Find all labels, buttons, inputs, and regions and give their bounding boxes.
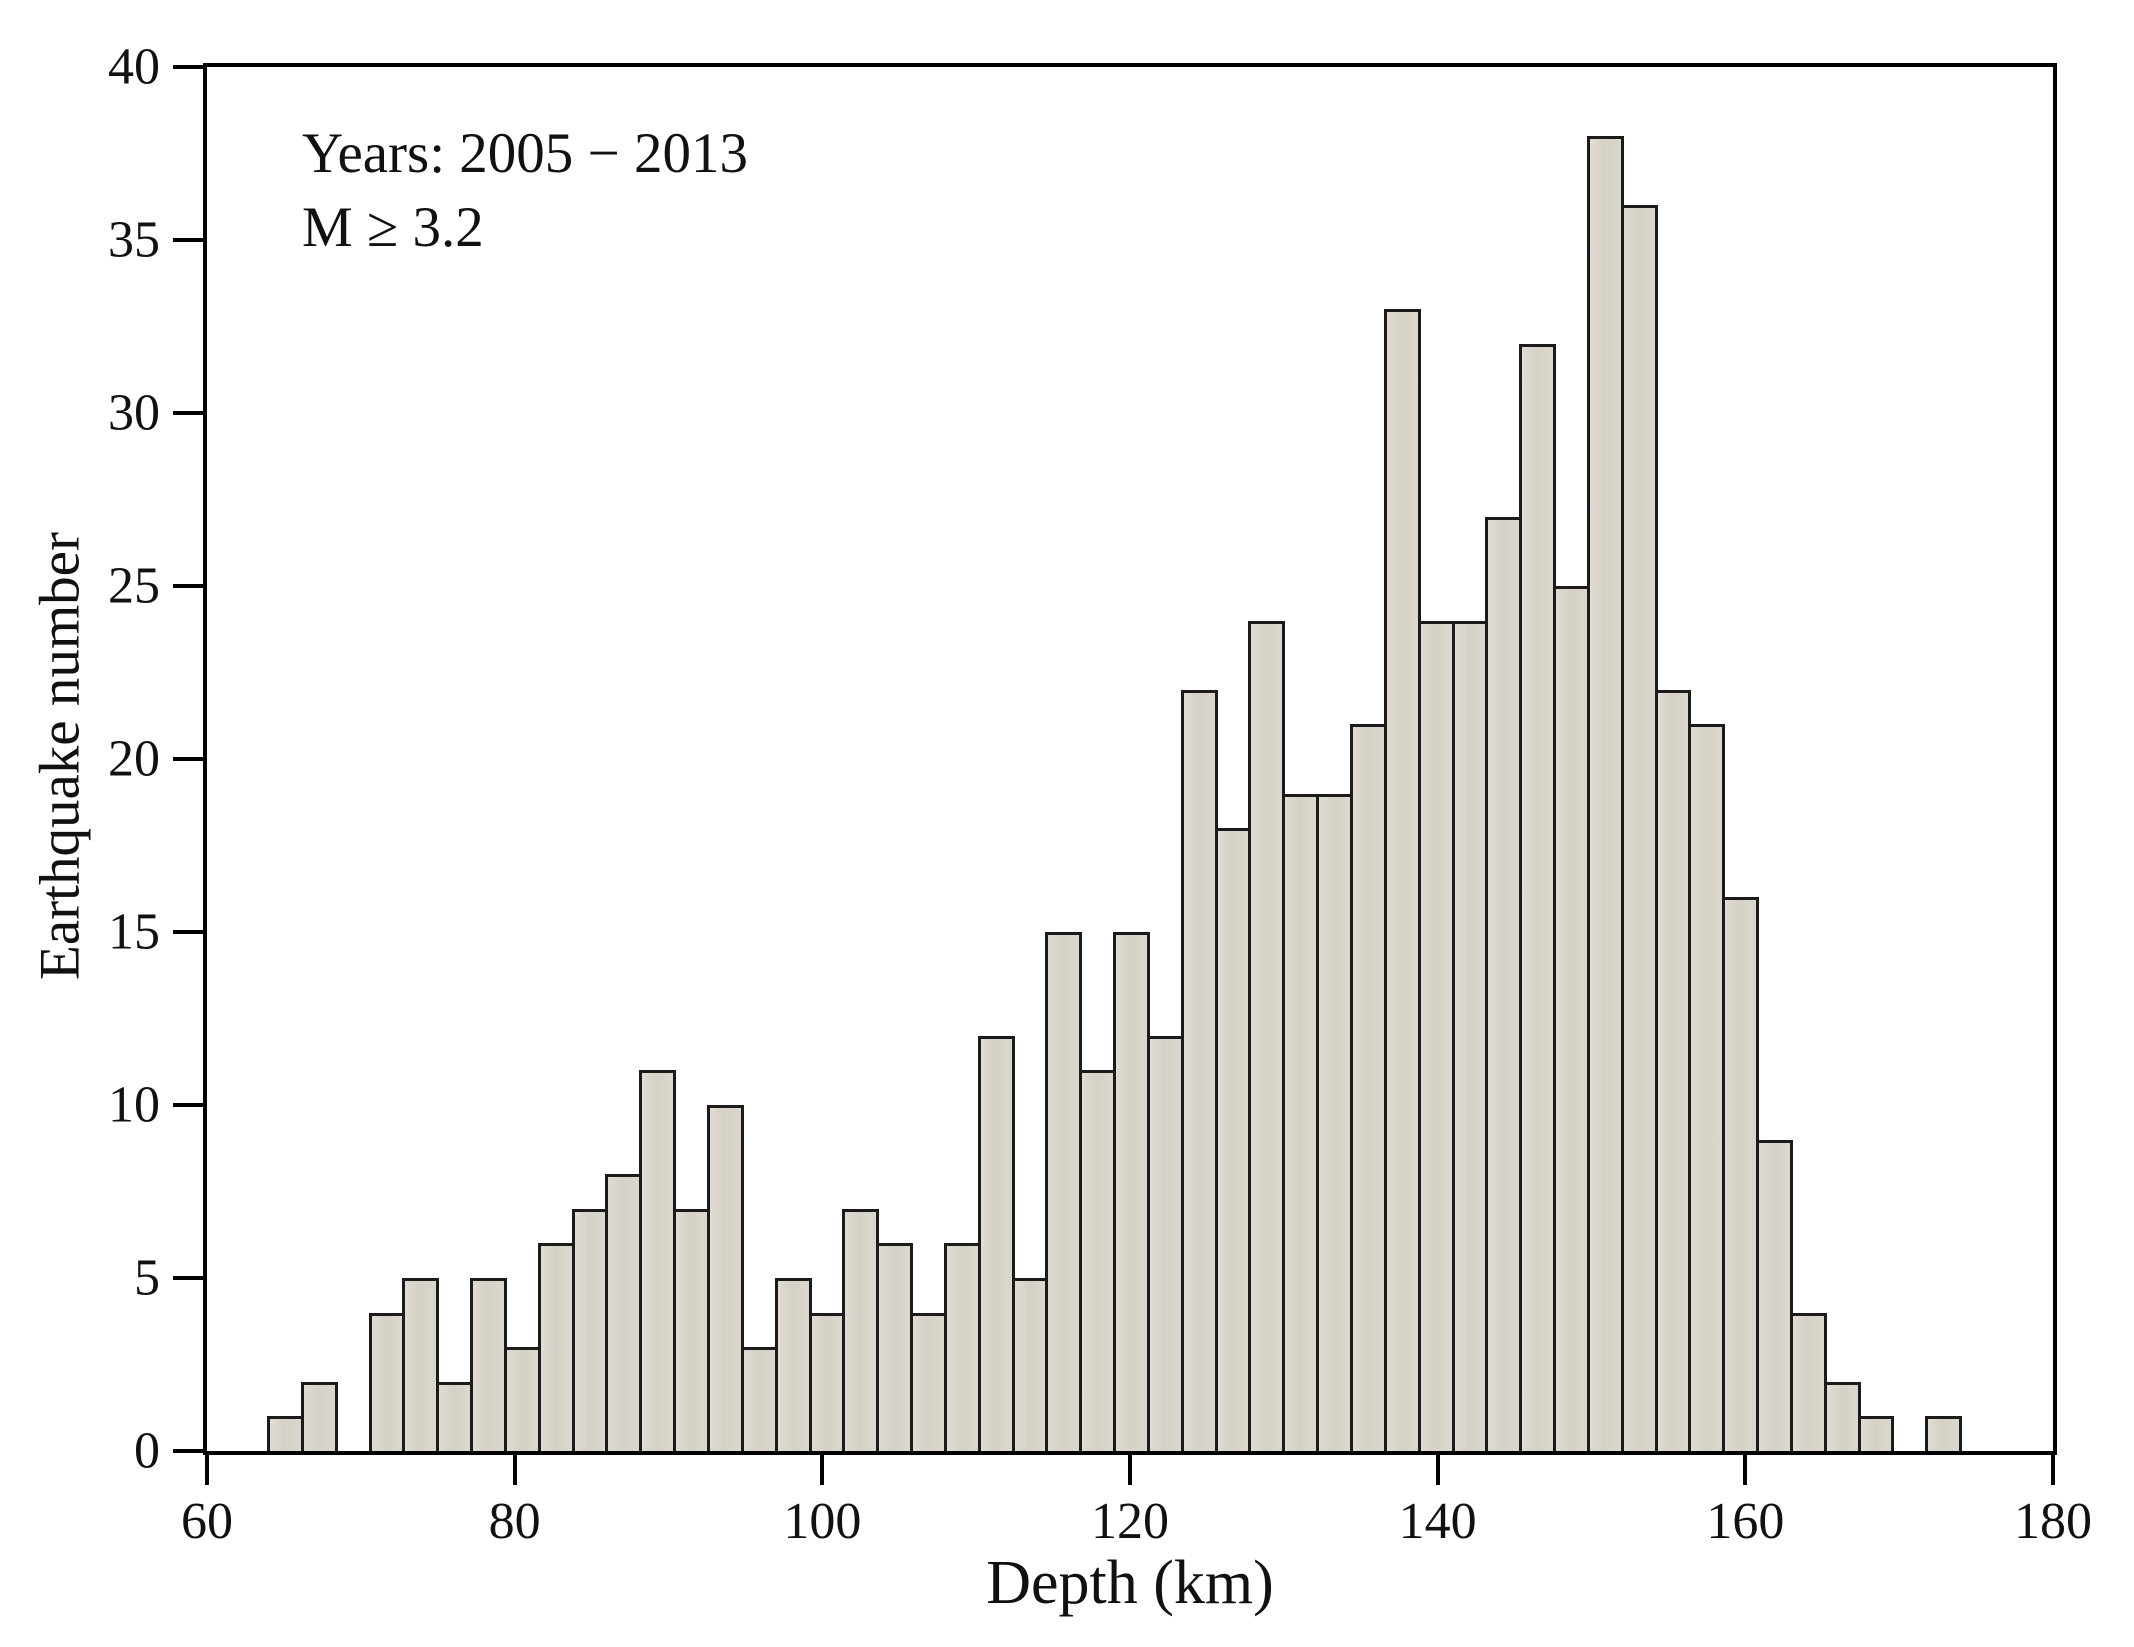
- histogram-bar: [1011, 1278, 1049, 1451]
- x-tick-label: 180: [2014, 1493, 2092, 1550]
- histogram-bar: [977, 1035, 1015, 1451]
- histogram-bar: [808, 1312, 846, 1451]
- histogram-bar: [876, 1243, 914, 1451]
- histogram-bar: [1553, 586, 1590, 1451]
- annotation-years: Years: 2005 − 2013: [302, 122, 748, 185]
- histogram-bar: [1925, 1416, 1963, 1451]
- y-axis-tick: [173, 1276, 203, 1280]
- histogram-bar: [1180, 689, 1218, 1451]
- histogram-bar: [1146, 1035, 1184, 1451]
- histogram-bar: [842, 1208, 880, 1451]
- histogram-bar: [1485, 516, 1523, 1451]
- y-axis-tick: [173, 411, 203, 415]
- x-tick-label: 60: [181, 1493, 233, 1550]
- histogram-bar: [1113, 932, 1150, 1451]
- histogram-bar: [706, 1105, 744, 1451]
- histogram-bar: [774, 1278, 812, 1451]
- histogram-bar: [503, 1347, 541, 1451]
- y-tick-label: 15: [108, 903, 160, 961]
- y-axis-tick: [173, 757, 203, 761]
- y-axis-tick: [173, 65, 203, 69]
- histogram-bar: [267, 1416, 304, 1451]
- histogram-bar: [1586, 136, 1624, 1451]
- y-axis-tick: [173, 238, 203, 242]
- histogram-bar: [1519, 343, 1557, 1451]
- histogram-bar: [910, 1312, 947, 1451]
- y-axis-tick: [173, 1103, 203, 1107]
- histogram-bar: [1316, 793, 1353, 1451]
- y-axis-tick: [173, 584, 203, 588]
- y-tick-label: 20: [108, 730, 160, 788]
- histogram-bar: [470, 1278, 507, 1451]
- histogram-bar: [402, 1278, 440, 1451]
- histogram-bar: [1045, 932, 1083, 1451]
- histogram-bar: [740, 1347, 778, 1451]
- y-axis-tick: [173, 1449, 203, 1453]
- histogram-bar: [639, 1070, 677, 1451]
- histogram-bar: [1857, 1416, 1895, 1451]
- x-axis-title: Depth (km): [986, 1549, 1274, 1617]
- annotation-text: Years: 2005 − 2013 M ≥ 3.2: [302, 117, 748, 265]
- x-axis-tick: [512, 1455, 517, 1485]
- histogram-bar: [673, 1208, 710, 1451]
- histogram-bar: [1654, 689, 1692, 1451]
- histogram-bar: [436, 1381, 474, 1451]
- histogram-bar: [368, 1312, 406, 1451]
- histogram-bar: [537, 1243, 575, 1451]
- x-tick-label: 160: [1706, 1493, 1785, 1550]
- x-tick-label: 120: [1091, 1493, 1169, 1550]
- y-axis-title: Earthquake number: [28, 532, 92, 980]
- histogram-bar: [1248, 620, 1286, 1451]
- y-tick-label: 0: [134, 1422, 160, 1480]
- histogram-bar: [1722, 897, 1760, 1451]
- y-tick-label: 35: [108, 211, 160, 269]
- y-tick-label: 5: [134, 1249, 160, 1307]
- y-axis-tick: [173, 930, 203, 934]
- histogram-bar: [1823, 1381, 1861, 1451]
- x-tick-label: 140: [1398, 1493, 1477, 1550]
- histogram-bar: [943, 1243, 981, 1451]
- histogram-bar: [1756, 1139, 1793, 1451]
- histogram-bar: [571, 1208, 609, 1451]
- histogram-bar: [1214, 828, 1252, 1451]
- x-tick-label: 100: [783, 1493, 862, 1550]
- histogram-bar: [1789, 1312, 1827, 1451]
- histogram-bar: [1079, 1070, 1117, 1451]
- x-axis-tick: [820, 1455, 825, 1485]
- y-tick-label: 30: [108, 384, 160, 442]
- histogram-bar: [1688, 724, 1726, 1451]
- histogram-bar: [300, 1381, 338, 1451]
- x-axis-tick: [205, 1455, 209, 1485]
- x-tick-label: 80: [488, 1493, 541, 1550]
- plot-area: Years: 2005 − 2013 M ≥ 3.2: [203, 63, 2057, 1455]
- histogram-bar: [1282, 793, 1320, 1451]
- bars-layer: [207, 67, 2053, 1451]
- x-axis-tick: [2051, 1455, 2055, 1485]
- y-tick-label: 10: [108, 1076, 160, 1134]
- histogram-bar: [605, 1174, 643, 1451]
- x-axis-tick: [1435, 1455, 1440, 1485]
- histogram-bar: [1620, 205, 1658, 1451]
- histogram-bar: [1350, 724, 1387, 1451]
- histogram-bar: [1451, 620, 1489, 1451]
- x-axis-tick: [1743, 1455, 1748, 1485]
- y-tick-label: 25: [108, 557, 160, 615]
- histogram-bar: [1383, 309, 1421, 1451]
- y-tick-label: 40: [108, 38, 160, 96]
- histogram-bar: [1417, 620, 1455, 1451]
- annotation-magnitude: M ≥ 3.2: [302, 196, 484, 259]
- x-axis-tick: [1128, 1455, 1132, 1485]
